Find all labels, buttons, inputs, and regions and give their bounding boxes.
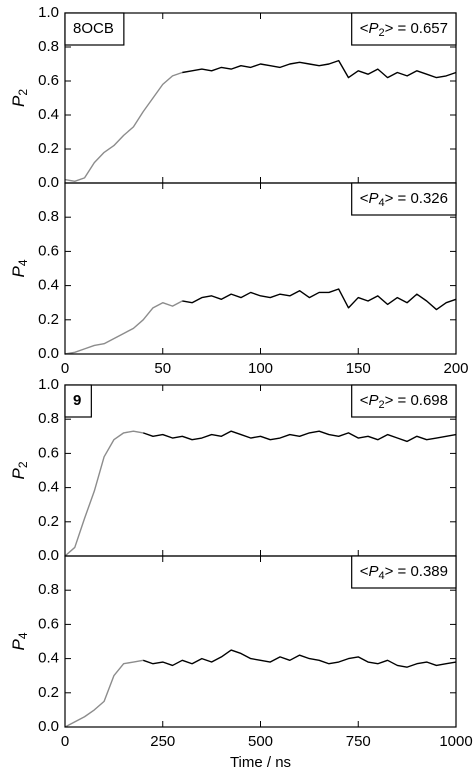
y-tick-label: 0.0 (38, 718, 59, 735)
annotation-subscript: 2 (378, 27, 384, 39)
annotation-box (351, 182, 457, 216)
panel-label: 8OCB (73, 20, 114, 37)
x-tick-label: 100 (248, 360, 273, 377)
x-tick-label: 200 (443, 360, 468, 377)
y-tick-label: 0.4 (38, 650, 59, 667)
y-tick-label: 0.8 (38, 410, 59, 427)
annotation: <P2> = 0.657 (360, 20, 448, 39)
annotation-subscript: 2 (378, 399, 384, 411)
data-line (182, 59, 457, 79)
annotation-symbol: P (368, 563, 378, 580)
annotation-box (351, 555, 457, 589)
x-tick-label: 0 (61, 360, 69, 377)
annotation-part: > = 0.657 (385, 20, 448, 37)
annotation-part: < (360, 563, 369, 580)
x-tick-label: 250 (150, 733, 175, 750)
plot-frame (64, 182, 457, 355)
data-line (142, 649, 457, 668)
y-tick-label: 0.4 (38, 106, 59, 123)
y-tick-label: 0.6 (38, 615, 59, 632)
y-label-symbol: P (9, 639, 28, 651)
annotation-subscript: 4 (378, 197, 384, 209)
annotation: <P2> = 0.698 (360, 392, 448, 411)
annotation: <P4> = 0.389 (360, 563, 448, 582)
label-box (64, 12, 125, 46)
annotation-symbol: P (368, 20, 378, 37)
y-axis-label: P2 (9, 89, 30, 107)
annotation-box (351, 12, 457, 46)
data-line (64, 71, 183, 182)
data-line (142, 430, 457, 443)
y-tick-label: 0.0 (38, 345, 59, 362)
y-axis-label: P2 (9, 461, 30, 479)
y-label-symbol: P (9, 95, 28, 107)
x-tick-label: 50 (154, 360, 171, 377)
annotation-part: > = 0.389 (385, 563, 448, 580)
y-tick-label: 0.6 (38, 72, 59, 89)
x-tick-label: 500 (248, 733, 273, 750)
annotation-part: > = 0.698 (385, 392, 448, 409)
annotation-part: < (360, 190, 369, 207)
y-label-subscript: 4 (16, 259, 30, 266)
data-line (64, 430, 144, 557)
y-tick-label: 0.6 (38, 242, 59, 259)
annotation-part: < (360, 392, 369, 409)
y-tick-label: 0.6 (38, 444, 59, 461)
y-tick-label: 1.0 (38, 376, 59, 393)
y-tick-label: 0.2 (38, 513, 59, 530)
y-tick-label: 0.2 (38, 684, 59, 701)
y-tick-label: 0.2 (38, 140, 59, 157)
x-tick-label: 1000 (439, 733, 472, 750)
y-tick-label: 0.0 (38, 547, 59, 564)
annotation-box (351, 384, 457, 418)
annotation: <P4> = 0.326 (360, 190, 448, 209)
y-label-subscript: 2 (16, 89, 30, 96)
y-tick-label: 0.4 (38, 277, 59, 294)
data-line (64, 659, 144, 728)
y-label-subscript: 4 (16, 632, 30, 639)
x-tick-label: 750 (346, 733, 371, 750)
y-label-symbol: P (9, 468, 28, 480)
annotation-subscript: 4 (378, 570, 384, 582)
y-tick-label: 0.0 (38, 174, 59, 191)
annotation-symbol: P (368, 392, 378, 409)
x-axis-label: Time / ns (230, 754, 291, 771)
x-tick-label: 150 (346, 360, 371, 377)
label-box (64, 384, 92, 418)
x-tick-label: 0 (61, 733, 69, 750)
data-line (182, 288, 457, 311)
y-tick-label: 0.8 (38, 581, 59, 598)
y-tick-label: 0.2 (38, 311, 59, 328)
y-tick-label: 1.0 (38, 4, 59, 21)
annotation-part: < (360, 20, 369, 37)
panel-label: 9 (73, 392, 81, 409)
plot-frame (64, 555, 457, 728)
y-tick-label: 0.4 (38, 479, 59, 496)
y-axis-label: P4 (9, 632, 30, 650)
annotation-symbol: P (368, 190, 378, 207)
y-axis-label: P4 (9, 259, 30, 277)
y-label-subscript: 2 (16, 461, 30, 468)
y-tick-label: 0.8 (38, 38, 59, 55)
annotation-part: > = 0.326 (385, 190, 448, 207)
data-line (64, 300, 183, 355)
y-label-symbol: P (9, 266, 28, 278)
y-tick-label: 0.8 (38, 208, 59, 225)
